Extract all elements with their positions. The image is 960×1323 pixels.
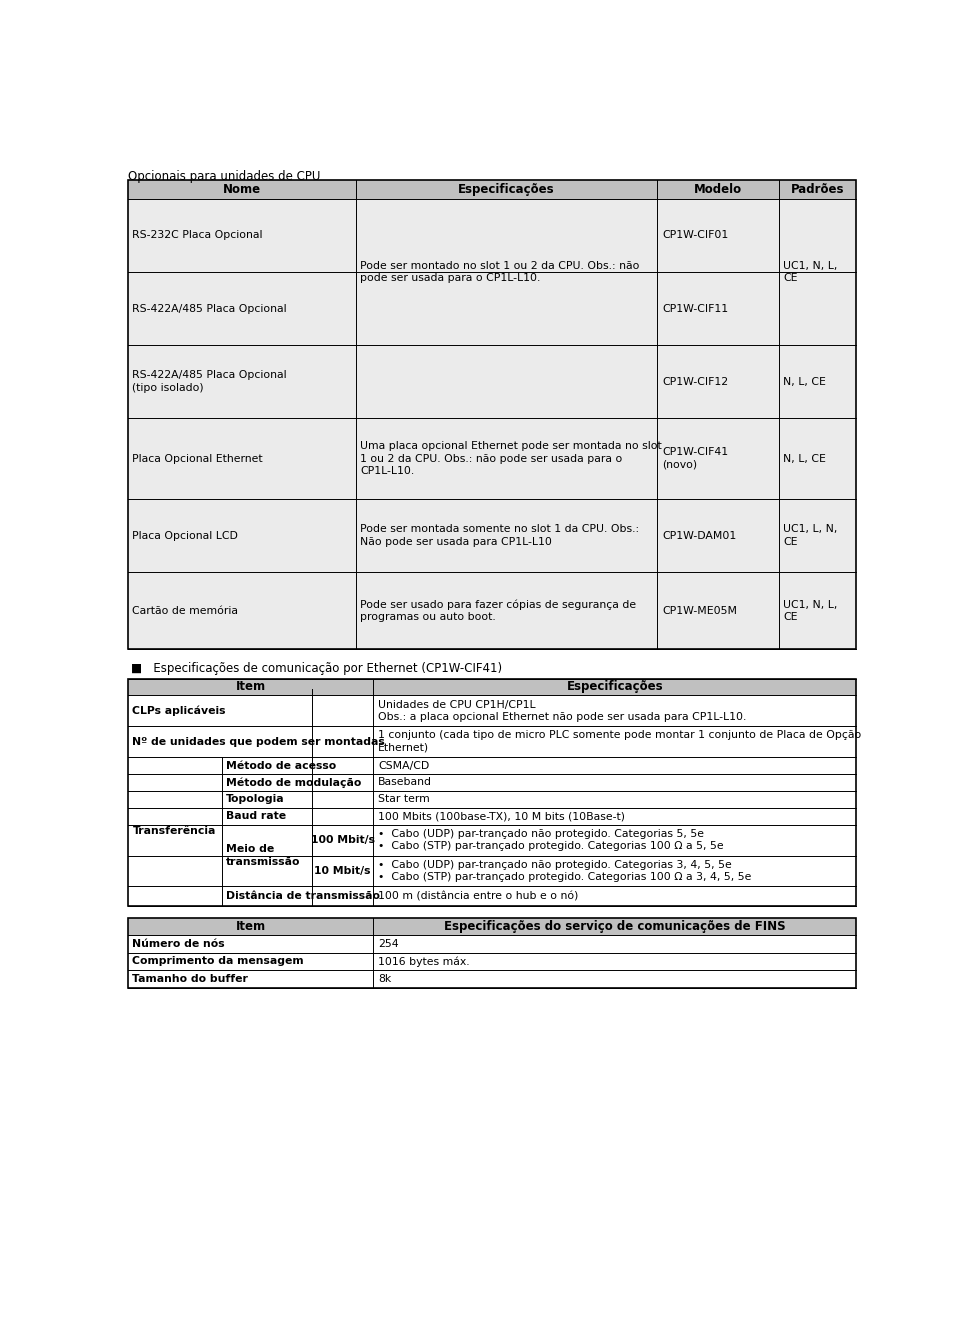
Text: •  Cabo (UDP) par-trançado não protegido. Categorias 5, 5e
•  Cabo (STP) par-tra: • Cabo (UDP) par-trançado não protegido.…	[378, 830, 724, 852]
Text: CP1W-DAM01: CP1W-DAM01	[662, 531, 736, 541]
Text: Número de nós: Número de nós	[132, 939, 225, 949]
Bar	[128, 696, 856, 726]
Text: CP1W-CIF12: CP1W-CIF12	[662, 377, 728, 386]
Text: Star term: Star term	[378, 794, 430, 804]
Text: Comprimento da mensagem: Comprimento da mensagem	[132, 957, 304, 967]
Text: Placa Opcional Ethernet: Placa Opcional Ethernet	[132, 454, 263, 463]
Text: RS-232C Placa Opcional: RS-232C Placa Opcional	[132, 230, 263, 241]
Bar	[128, 345, 856, 418]
Text: Baseband: Baseband	[378, 778, 432, 787]
Text: 100 m (distância entre o hub e o nó): 100 m (distância entre o hub e o nó)	[378, 890, 578, 901]
Text: Padrões: Padrões	[791, 183, 845, 196]
Text: Cartão de memória: Cartão de memória	[132, 606, 238, 615]
Text: 8k: 8k	[378, 974, 391, 984]
Text: UC1, L, N,
CE: UC1, L, N, CE	[783, 524, 837, 546]
Text: UC1, N, L,
CE: UC1, N, L, CE	[783, 261, 837, 283]
Bar	[128, 273, 856, 345]
Text: CP1W-ME05M: CP1W-ME05M	[662, 606, 737, 615]
Text: UC1, N, L,
CE: UC1, N, L, CE	[783, 599, 837, 622]
Text: Unidades de CPU CP1H/CP1L
Obs.: a placa opcional Ethernet não pode ser usada par: Unidades de CPU CP1H/CP1L Obs.: a placa …	[378, 700, 746, 722]
Text: Opcionais para unidades de CPU: Opcionais para unidades de CPU	[128, 169, 320, 183]
Bar	[128, 198, 856, 273]
Bar	[128, 180, 856, 198]
Text: Nº de unidades que podem ser montadas: Nº de unidades que podem ser montadas	[132, 737, 385, 746]
Text: CSMA/CD: CSMA/CD	[378, 761, 429, 770]
Text: 1016 bytes máx.: 1016 bytes máx.	[378, 957, 469, 967]
Text: Modelo: Modelo	[694, 183, 742, 196]
Bar	[128, 573, 856, 650]
Text: Item: Item	[235, 680, 266, 693]
Text: Distância de transmissão: Distância de transmissão	[227, 890, 380, 901]
Text: CLPs aplicáveis: CLPs aplicáveis	[132, 705, 226, 716]
Text: CP1W-CIF01: CP1W-CIF01	[662, 230, 729, 241]
Bar	[128, 935, 856, 953]
Bar	[128, 757, 856, 906]
Text: Transferência: Transferência	[132, 827, 216, 836]
Text: CP1W-CIF41
(novo): CP1W-CIF41 (novo)	[662, 447, 728, 470]
Text: Meio de
transmissão: Meio de transmissão	[227, 844, 300, 867]
Bar	[128, 499, 856, 573]
Text: 100 Mbits (100base-TX), 10 M bits (10Base-t): 100 Mbits (100base-TX), 10 M bits (10Bas…	[378, 811, 625, 822]
Text: Especificações do serviço de comunicações de FINS: Especificações do serviço de comunicaçõe…	[444, 919, 785, 933]
Text: RS-422A/485 Placa Opcional: RS-422A/485 Placa Opcional	[132, 303, 287, 314]
Text: Pode ser montado no slot 1 ou 2 da CPU. Obs.: não
pode ser usada para o CP1L-L10: Pode ser montado no slot 1 ou 2 da CPU. …	[360, 261, 639, 283]
Bar	[128, 679, 856, 906]
Text: •  Cabo (UDP) par-trançado não protegido. Categorias 3, 4, 5, 5e
•  Cabo (STP) p: • Cabo (UDP) par-trançado não protegido.…	[378, 860, 752, 882]
Bar	[128, 679, 856, 696]
Text: CP1W-CIF11: CP1W-CIF11	[662, 303, 728, 314]
Bar	[128, 918, 856, 935]
Bar	[128, 418, 856, 499]
Text: 100 Mbit/s: 100 Mbit/s	[311, 835, 374, 845]
Text: 254: 254	[378, 939, 398, 949]
Text: 1 conjunto (cada tipo de micro PLC somente pode montar 1 conjunto de Placa de Op: 1 conjunto (cada tipo de micro PLC somen…	[378, 730, 861, 753]
Text: Uma placa opcional Ethernet pode ser montada no slot
1 ou 2 da CPU. Obs.: não po: Uma placa opcional Ethernet pode ser mon…	[360, 442, 662, 476]
Text: N, L, CE: N, L, CE	[783, 454, 826, 463]
Text: Método de acesso: Método de acesso	[227, 761, 336, 770]
Bar	[128, 918, 856, 988]
Text: Topologia: Topologia	[227, 794, 285, 804]
Text: ■   Especificações de comunicação por Ethernet (CP1W-CIF41): ■ Especificações de comunicação por Ethe…	[131, 662, 502, 675]
Bar	[128, 726, 856, 757]
Text: Método de modulação: Método de modulação	[227, 777, 362, 787]
Text: Placa Opcional LCD: Placa Opcional LCD	[132, 531, 238, 541]
Text: Item: Item	[235, 919, 266, 933]
Bar	[128, 970, 856, 988]
Text: Nome: Nome	[223, 183, 261, 196]
Bar	[128, 953, 856, 970]
Text: N, L, CE: N, L, CE	[783, 377, 826, 386]
Bar	[128, 180, 856, 650]
Text: RS-422A/485 Placa Opcional
(tipo isolado): RS-422A/485 Placa Opcional (tipo isolado…	[132, 370, 287, 393]
Text: Pode ser usado para fazer cópias de segurança de
programas ou auto boot.: Pode ser usado para fazer cópias de segu…	[360, 599, 636, 622]
Text: Especificações: Especificações	[458, 183, 555, 196]
Text: Tamanho do buffer: Tamanho do buffer	[132, 974, 249, 984]
Text: Baud rate: Baud rate	[227, 811, 286, 822]
Text: 10 Mbit/s: 10 Mbit/s	[314, 867, 371, 876]
Text: Pode ser montada somente no slot 1 da CPU. Obs.:
Não pode ser usada para CP1L-L1: Pode ser montada somente no slot 1 da CP…	[360, 524, 639, 546]
Text: Especificações: Especificações	[566, 680, 663, 693]
